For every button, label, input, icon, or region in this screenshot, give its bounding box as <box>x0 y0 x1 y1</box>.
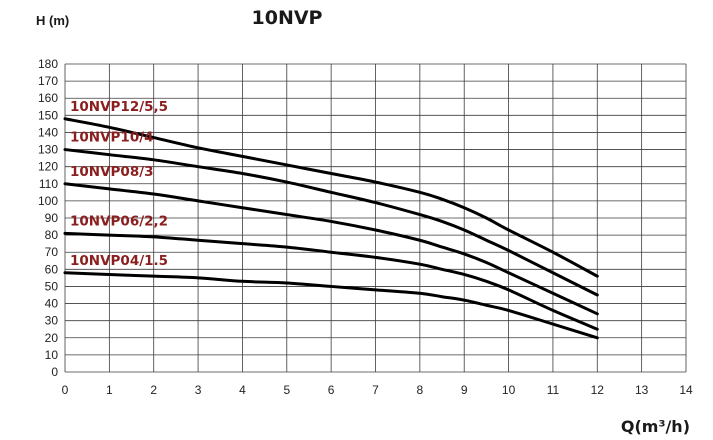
series-labels: 10NVP12/5,5 10NVP10/4 10NVP08/3 10NVP06/2,2… <box>70 99 168 269</box>
y-tick-label: 120 <box>38 160 58 174</box>
y-tick-label: 0 <box>51 365 58 379</box>
x-tick-label: 12 <box>591 383 605 397</box>
y-tick-label: 70 <box>45 245 59 259</box>
tick-labels: 0102030405060708090100110120130140150160… <box>38 57 693 397</box>
x-tick-label: 13 <box>635 383 649 397</box>
series-line-3 <box>63 231 599 331</box>
x-tick-label: 5 <box>283 383 290 397</box>
series-line-0 <box>63 117 599 278</box>
x-tick-label: 3 <box>195 383 202 397</box>
y-tick-label: 150 <box>38 108 58 122</box>
series-label-1: 10NVP10/4 <box>70 130 154 146</box>
series-label-4: 10NVP04/1.5 <box>70 253 168 269</box>
x-tick-label: 9 <box>461 383 468 397</box>
x-tick-label: 1 <box>106 383 113 397</box>
series-label-3: 10NVP06/2,2 <box>70 213 168 229</box>
series-line-2 <box>63 182 599 316</box>
y-tick-label: 110 <box>39 177 58 191</box>
x-tick-label: 11 <box>547 383 560 397</box>
x-tick-label: 14 <box>679 383 693 397</box>
x-tick-label: 2 <box>150 383 157 397</box>
x-tick-label: 0 <box>62 383 69 397</box>
y-tick-label: 100 <box>38 194 58 208</box>
x-tick-label: 6 <box>328 383 335 397</box>
y-tick-label: 50 <box>45 279 59 293</box>
y-tick-label: 30 <box>45 314 59 328</box>
grid <box>64 63 687 373</box>
y-tick-label: 160 <box>38 91 58 105</box>
x-tick-label: 7 <box>372 383 379 397</box>
y-tick-label: 40 <box>45 297 59 311</box>
y-tick-label: 20 <box>45 331 59 345</box>
y-tick-label: 90 <box>45 211 59 225</box>
x-tick-label: 10 <box>502 383 516 397</box>
series-lines <box>63 117 599 340</box>
x-tick-label: 4 <box>239 383 246 397</box>
y-tick-label: 80 <box>45 228 59 242</box>
series-line-1 <box>63 148 599 297</box>
y-axis-label: H (m) <box>36 13 69 28</box>
y-tick-label: 180 <box>38 57 58 71</box>
y-tick-label: 170 <box>38 74 58 88</box>
x-tick-label: 8 <box>417 383 424 397</box>
series-label-0: 10NVP12/5,5 <box>70 99 168 115</box>
y-tick-label: 140 <box>38 125 58 139</box>
y-tick-label: 130 <box>38 143 58 157</box>
series-label-2: 10NVP08/3 <box>70 164 154 180</box>
chart-title: 10NVP <box>252 7 323 29</box>
y-tick-label: 60 <box>45 262 59 276</box>
y-tick-label: 10 <box>45 348 59 362</box>
series-line-4 <box>63 271 599 340</box>
x-axis-label: Q(m³/h) <box>621 417 690 436</box>
